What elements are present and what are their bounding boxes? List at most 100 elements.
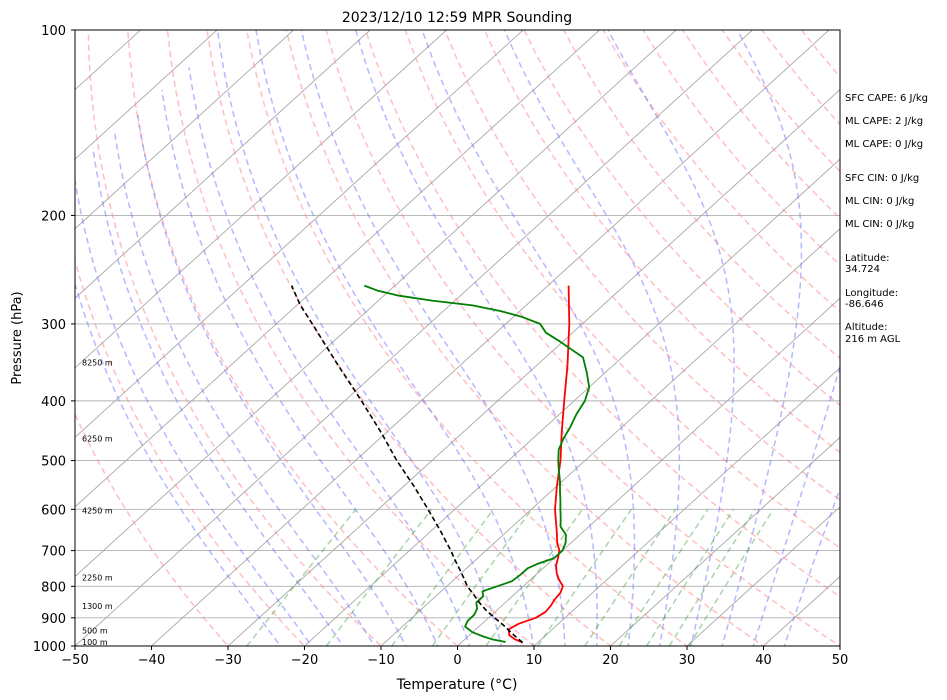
dry-adiabat-line <box>364 30 840 598</box>
moist-adiabat-line <box>607 30 735 646</box>
y-tick-label: 600 <box>41 503 66 518</box>
plot-frame <box>74 29 841 647</box>
sfc-cin-text: SFC CIN: 0 J/kg <box>845 173 920 184</box>
moist-adiabat-line <box>300 30 566 646</box>
isotherm-line <box>303 158 840 646</box>
mixing-ratio-line <box>391 508 495 646</box>
data-lines: 100 m 500 m 1300 m 2250 m 4250 m 6250 m 8250 m <box>82 284 591 647</box>
dewpoint-line <box>363 284 591 643</box>
dry-adiabat-line <box>87 30 383 646</box>
isotherm-line <box>75 30 754 646</box>
isotherm-line <box>75 30 371 299</box>
dry-adiabat-line <box>523 30 840 407</box>
moist-adiabat-line <box>721 30 803 646</box>
isotherm-line <box>75 30 142 91</box>
height-label: 1300 m <box>82 602 113 611</box>
moist-adiabat-line <box>188 67 471 646</box>
y-tick-label: 200 <box>41 209 66 224</box>
moist-adiabat-line <box>783 486 840 646</box>
x-tick-label: −30 <box>214 653 241 668</box>
mixing-ratio-line <box>537 508 633 646</box>
isotherm-line <box>686 506 840 646</box>
mixing-ratio-line <box>246 508 357 646</box>
moist-adiabat-line <box>136 110 407 646</box>
moist-adiabat-line <box>255 30 534 646</box>
isotherm-line <box>150 30 830 646</box>
x-tick-label: −50 <box>61 653 88 668</box>
dry-adiabat-line <box>75 257 306 646</box>
latitude-value: 34.724 <box>845 264 880 275</box>
y-tick-label: 1000 <box>33 640 66 655</box>
dry-adiabat-line <box>920 30 947 659</box>
x-tick-label: 10 <box>526 653 543 668</box>
height-label: 2250 m <box>82 573 113 582</box>
dry-adiabat-line <box>483 30 840 454</box>
height-label: 100 m <box>82 638 108 647</box>
dry-adiabat-line <box>602 30 840 313</box>
isotherm-line <box>75 30 448 369</box>
y-tick-label: 800 <box>41 580 66 595</box>
height-label: 4250 m <box>82 507 113 516</box>
mixing-ratio-line <box>618 508 709 646</box>
x-tick-label: −20 <box>291 653 318 668</box>
isotherm-line <box>75 30 524 438</box>
chart-title: 2023/12/10 12:59 MPR Sounding <box>342 10 572 26</box>
moist-adiabat-line <box>355 30 598 646</box>
parcel-path-line <box>290 285 524 644</box>
sfc-cape-text: SFC CAPE: 6 J/kg <box>845 93 928 104</box>
moist-adiabat-line <box>421 30 636 646</box>
dry-adiabat-line <box>325 30 840 646</box>
x-tick-label: −10 <box>367 653 394 668</box>
dry-adiabat-line <box>285 30 765 646</box>
mixing-ratio-line <box>584 508 677 646</box>
isotherm-line <box>75 30 218 160</box>
y-tick-label: 100 <box>41 24 66 39</box>
moist-adiabat-line <box>161 89 439 646</box>
isotherm-line <box>75 30 295 230</box>
altitude-value: 216 m AGL <box>845 334 901 345</box>
ml-cin-text: ML CIN: 0 J/kg <box>845 196 915 207</box>
y-tick-label: 400 <box>41 395 66 410</box>
mixing-ratio-line <box>485 508 584 646</box>
dry-adiabat-line <box>75 412 230 646</box>
x-tick-label: 30 <box>679 653 696 668</box>
x-tick-label: −40 <box>138 653 165 668</box>
ml-cape-text: ML CAPE: 2 J/kg <box>845 116 924 127</box>
longitude-label: Longitude: <box>845 288 899 299</box>
dry-adiabat-line <box>206 30 612 646</box>
moist-adiabat-line <box>113 129 376 646</box>
y-tick-label: 900 <box>41 612 66 627</box>
axis-ticks: −50 −40 −30 −20 −10 0 10 20 30 40 50 1000 900 800 700 6… <box>33 24 848 668</box>
moist-adiabat-line <box>752 363 840 646</box>
moist-adiabat-line <box>92 147 344 646</box>
ml-cape-text-2: ML CAPE: 0 J/kg <box>845 139 924 150</box>
dry-adiabat-line <box>127 30 459 646</box>
height-label: 8250 m <box>82 359 113 368</box>
mixing-ratio-line <box>325 508 433 646</box>
latitude-label: Latitude: <box>845 253 890 264</box>
y-tick-label: 500 <box>41 455 66 470</box>
x-axis-label: Temperature (°C) <box>396 677 518 693</box>
y-axis-label: Pressure (hPa) <box>10 291 25 384</box>
dry-adiabat-line <box>166 30 536 646</box>
dry-adiabat-line <box>245 30 689 646</box>
moist-adiabat-line <box>216 30 503 646</box>
isotherm-line <box>609 436 840 646</box>
x-tick-label: 20 <box>602 653 619 668</box>
isotherm-line <box>75 30 601 508</box>
x-tick-label: 50 <box>832 653 849 668</box>
temperature-line <box>507 285 571 644</box>
x-tick-label: 0 <box>453 653 461 668</box>
isotherm-line <box>227 89 840 646</box>
height-label: 500 m <box>82 626 108 635</box>
longitude-value: -86.646 <box>845 299 884 310</box>
dry-adiabat-line <box>404 30 840 549</box>
moist-adiabat-line <box>75 176 313 646</box>
y-tick-label: 300 <box>41 318 66 333</box>
altitude-label: Altitude: <box>845 322 888 333</box>
isotherm-line <box>75 30 677 578</box>
isotherm-line <box>533 367 840 646</box>
y-tick-label: 700 <box>41 545 66 560</box>
x-tick-label: 40 <box>755 653 772 668</box>
